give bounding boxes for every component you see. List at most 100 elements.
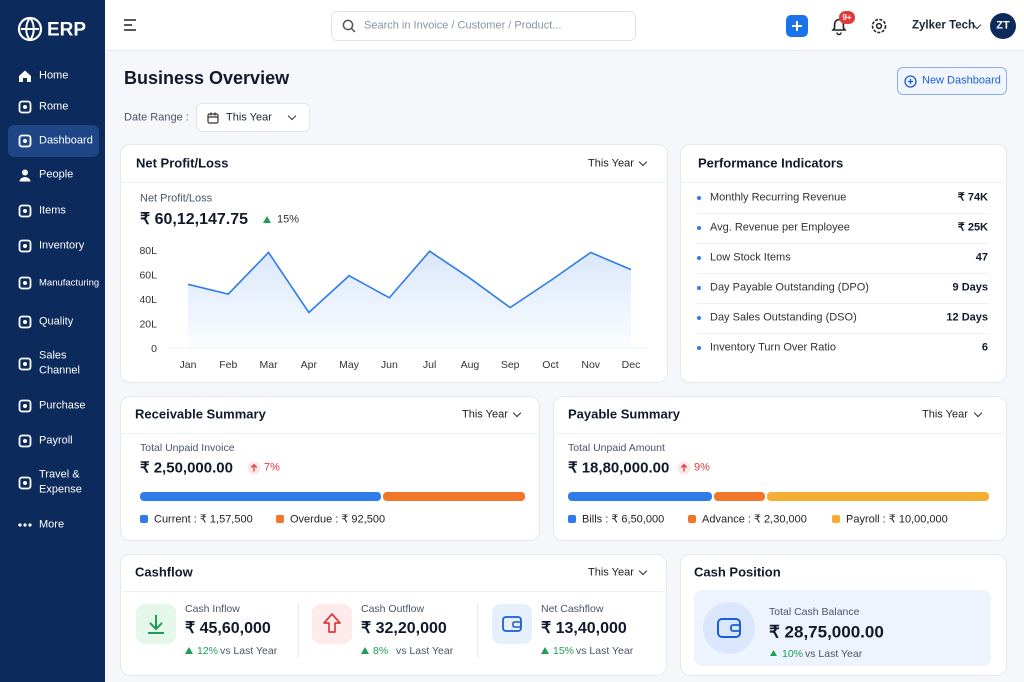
metric-change: 12% xyxy=(197,644,219,657)
nav-item[interactable]: Rome xyxy=(8,91,99,123)
filter[interactable]: This Year xyxy=(588,157,634,170)
divider xyxy=(477,604,478,658)
legend-label: Advance : ₹ 2,30,000 xyxy=(702,513,807,526)
nav-label: Home xyxy=(39,69,69,82)
card-title: Cashflow xyxy=(135,564,193,580)
inflow-icon xyxy=(136,604,176,644)
nav-label: Travel & Expense xyxy=(39,468,82,496)
nav-icon xyxy=(18,239,32,253)
metric-change: 7% xyxy=(264,461,280,474)
nav-icon xyxy=(18,204,32,218)
divider xyxy=(120,433,540,434)
nav-icon xyxy=(18,523,32,527)
nav-label: Payroll xyxy=(39,434,73,447)
button-label: New Dashboard xyxy=(922,74,1001,87)
metric-change: 15% xyxy=(553,644,575,657)
nav-label: People xyxy=(39,168,74,181)
metric-label: Total Unpaid Amount xyxy=(568,441,665,454)
search-box[interactable]: Search in Invoice / Customer / Product..… xyxy=(331,11,636,41)
metric-note: vs Last Year xyxy=(396,644,454,657)
nav-item[interactable]: Quality xyxy=(8,306,99,338)
filter[interactable]: This Year xyxy=(462,408,508,421)
date-range-label: Date Range : xyxy=(124,111,189,124)
up-triangle xyxy=(770,650,777,656)
metric-label: Cash Inflow xyxy=(185,602,240,615)
nav-item[interactable]: Purchase xyxy=(8,390,99,422)
metric-label: Total Cash Balance xyxy=(769,605,860,618)
nav-item[interactable]: Items xyxy=(8,195,99,227)
metric-change: 9% xyxy=(694,461,710,474)
filter[interactable]: This Year xyxy=(922,408,968,421)
nav-icon xyxy=(18,315,32,329)
divider xyxy=(120,591,667,592)
bullet xyxy=(697,226,701,230)
nav-label: Rome xyxy=(39,100,69,113)
legend-swatch xyxy=(568,515,576,523)
topbar: Search in Invoice / Customer / Product..… xyxy=(105,0,1024,51)
nav-icon xyxy=(19,70,31,82)
user-name[interactable]: Zylker Tech xyxy=(912,19,976,32)
badge: 9+ xyxy=(839,11,855,24)
metric-amount: ₹ 60,12,147.75 xyxy=(140,211,249,228)
nav-label: Quality xyxy=(39,315,74,328)
indicator-value: 9 Days xyxy=(952,281,988,294)
filter[interactable]: This Year xyxy=(588,566,634,579)
metric-amount: ₹ 28,75,000.00 xyxy=(769,622,884,642)
logo-icon xyxy=(17,16,43,42)
metric-amount: ₹ 45,60,000 xyxy=(185,620,271,637)
metric-label: Cash Outflow xyxy=(361,602,425,615)
bar-segment xyxy=(767,492,989,501)
bar-segment xyxy=(714,492,766,501)
legend-label: Overdue : ₹ 92,500 xyxy=(290,513,386,526)
metric-label: Net Profit/Loss xyxy=(140,192,213,205)
nav-item[interactable]: More xyxy=(8,509,99,541)
card-title: Net Profit/Loss xyxy=(136,155,229,171)
metric-note: vs Last Year xyxy=(576,644,634,657)
profit-card xyxy=(120,144,668,383)
nav-item[interactable]: Inventory xyxy=(8,230,99,262)
metric-amount: ₹ 13,40,000 xyxy=(541,620,627,637)
nav-item[interactable]: People xyxy=(8,159,99,191)
row-divider xyxy=(697,213,989,214)
divider xyxy=(680,182,1007,183)
avatar[interactable]: ZT xyxy=(990,13,1016,39)
settings-icon[interactable] xyxy=(870,17,888,35)
nav-item[interactable]: Travel & Expense xyxy=(8,467,99,499)
page-title: Business Overview xyxy=(124,68,290,88)
wallet-icon xyxy=(717,618,741,638)
legend-swatch xyxy=(276,515,284,523)
row-divider xyxy=(697,303,989,304)
nav-item[interactable]: Dashboard xyxy=(8,125,99,157)
bullet xyxy=(697,346,701,350)
metric-change: 15% xyxy=(277,213,300,226)
new-dashboard-button[interactable]: New Dashboard xyxy=(897,67,1007,95)
nav-item[interactable]: Home xyxy=(8,60,99,92)
metric-label: Net Cashflow xyxy=(541,602,604,615)
nav-icon xyxy=(19,169,31,182)
nav-item[interactable]: Payroll xyxy=(8,425,99,457)
date-range-dropdown[interactable]: This Year xyxy=(196,103,310,132)
indicator-value: 12 Days xyxy=(946,311,988,324)
nav-icon xyxy=(18,357,32,371)
date-range-value: This Year xyxy=(226,111,272,124)
metric-amount: ₹ 32,20,000 xyxy=(361,620,447,637)
bar-segment xyxy=(383,492,525,501)
legend-swatch xyxy=(688,515,696,523)
search-placeholder: Search in Invoice / Customer / Product..… xyxy=(364,19,562,32)
metric-amount: ₹ 2,50,000.00 xyxy=(140,459,233,477)
nav-icon xyxy=(18,399,32,413)
indicator-label: Day Sales Outstanding (DSO) xyxy=(710,311,857,324)
nav-label: Manufacturing xyxy=(39,277,100,289)
metric-amount: ₹ 18,80,000.00 xyxy=(568,459,670,477)
legend-label: Current : ₹ 1,57,500 xyxy=(154,513,253,526)
nav-item[interactable]: Manufacturing xyxy=(8,267,99,299)
metric-label: Total Unpaid Invoice xyxy=(140,441,235,454)
indicator-value: 6 xyxy=(981,341,988,354)
nav-item[interactable]: Sales Channel xyxy=(8,348,99,380)
upload-icon xyxy=(323,613,341,633)
chevron xyxy=(287,111,297,121)
menu-icon[interactable] xyxy=(123,19,137,31)
receivable-card xyxy=(120,396,540,541)
add-button[interactable] xyxy=(786,15,808,37)
